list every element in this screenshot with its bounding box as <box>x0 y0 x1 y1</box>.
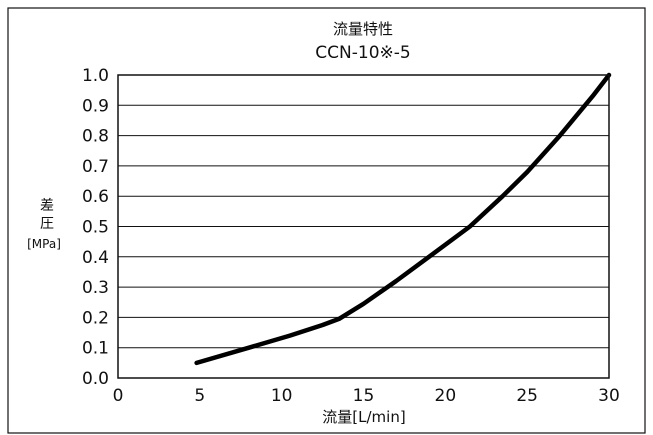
x-tick-label: 25 <box>516 386 538 406</box>
y-tick-label: 0.3 <box>82 278 109 298</box>
y-axis-label-char-2: 圧 <box>40 216 54 232</box>
series-line <box>194 72 612 366</box>
y-axis-label-unit: [MPa] <box>27 237 61 251</box>
y-tick-label: 0.1 <box>82 339 109 359</box>
y-tick-label: 0.2 <box>82 308 109 328</box>
x-tick-label: 0 <box>113 386 124 406</box>
y-tick-label: 0.6 <box>82 187 109 207</box>
y-tick-label: 0.5 <box>82 218 109 238</box>
y-tick-label: 0.9 <box>82 96 109 116</box>
plot-area-border <box>117 74 610 379</box>
axes <box>117 74 610 379</box>
x-tick-label: 30 <box>598 386 620 406</box>
gridlines <box>118 104 609 349</box>
y-tick-label: 1.0 <box>82 66 109 86</box>
x-tick-label: 20 <box>435 386 457 406</box>
chart-title: 流量特性 <box>333 20 393 38</box>
y-tick-label: 0.4 <box>82 248 109 268</box>
y-tick-labels: 0.0 0.1 0.2 0.3 0.4 0.5 0.6 0.7 0.8 0.9 1.0 <box>82 66 109 389</box>
y-tick-label: 0.7 <box>82 157 109 177</box>
y-tick-label: 0.8 <box>82 127 109 147</box>
series-layer <box>194 72 612 366</box>
x-tick-label: 10 <box>271 386 293 406</box>
y-axis-label-char-1: 差 <box>40 198 54 214</box>
x-tick-label: 15 <box>353 386 375 406</box>
outer-frame <box>7 7 646 434</box>
y-tick-label: 0.0 <box>82 369 109 389</box>
x-tick-labels: 0 5 10 15 20 25 30 <box>113 386 620 406</box>
x-tick-label: 5 <box>194 386 205 406</box>
y-axis-label: 差 圧 [MPa] <box>27 198 61 251</box>
chart-subtitle: CCN-10※-5 <box>315 43 410 63</box>
x-axis-label: 流量[L/min] <box>322 408 405 426</box>
